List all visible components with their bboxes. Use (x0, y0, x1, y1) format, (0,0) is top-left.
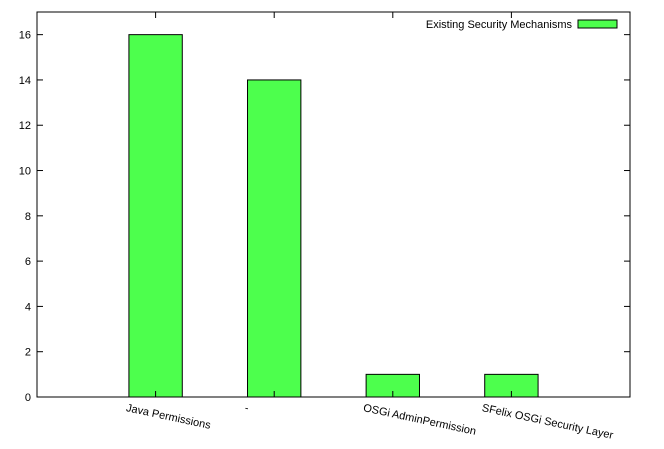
y-tick-label: 12 (19, 120, 31, 132)
y-tick-label: 14 (19, 75, 31, 87)
bar-1 (247, 79, 302, 398)
legend-label: Existing Security Mechanisms (426, 19, 573, 31)
axes-layer (36, 11, 631, 398)
bars-layer (128, 34, 539, 398)
x-tick-label: Java Permissions (125, 402, 212, 432)
x-tick-label: OSGi AdminPermission (362, 402, 477, 438)
bar-0 (128, 34, 183, 398)
legend-swatch (577, 19, 618, 29)
y-tick-label: 0 (25, 392, 31, 404)
y-tick-label: 6 (25, 256, 31, 268)
y-tick-label: 10 (19, 166, 31, 178)
x-tick-label: - (244, 402, 250, 415)
plot-frame (36, 11, 631, 398)
legend: Existing Security Mechanisms (426, 19, 618, 31)
y-tick-label: 16 (19, 30, 31, 42)
y-tick-label: 4 (25, 301, 31, 313)
x-tick-label: SFelix OSGi Security Layer (481, 402, 615, 442)
y-axis-ticks: 0 2 4 6 8 10 12 14 16 (19, 30, 630, 404)
y-tick-label: 2 (25, 347, 31, 359)
y-tick-label: 8 (25, 211, 31, 223)
